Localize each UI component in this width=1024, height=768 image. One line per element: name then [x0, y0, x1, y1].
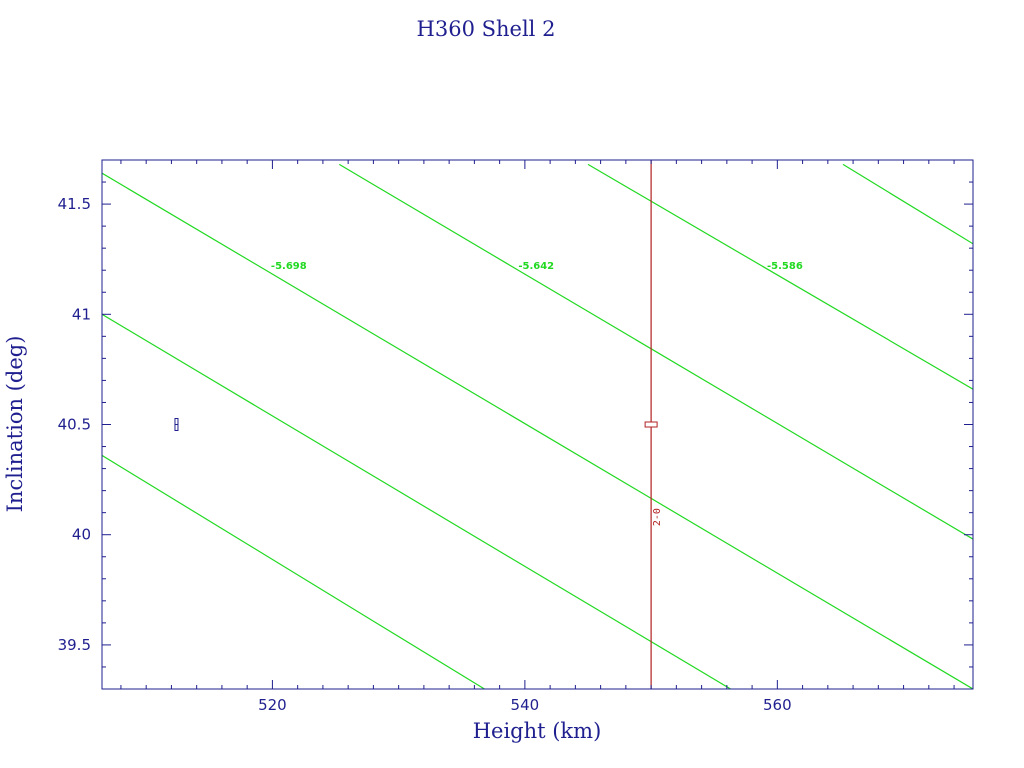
chart-title: H360 Shell 2: [417, 17, 556, 41]
y-tick-label: 40.5: [58, 416, 91, 434]
contour-label-3: -5.698: [271, 261, 307, 272]
markers: [174, 418, 658, 431]
y-tick-label: 41: [72, 305, 91, 323]
y-tick-label: 40: [72, 526, 91, 544]
marker-1: [644, 421, 658, 428]
y-tick-label: 39.5: [58, 636, 91, 654]
x-tick-label: 520: [258, 696, 287, 714]
x-axis-label: Height (km): [473, 719, 602, 743]
contour-label-4: -5.642: [518, 261, 554, 272]
plot-frame: [101, 159, 974, 690]
contour-line-2: [102, 313, 731, 689]
x-tick-label: 560: [763, 696, 792, 714]
y-axis-label: Inclination (deg): [3, 336, 27, 513]
axis-ticks: [102, 159, 973, 690]
y-tick-labels: 39.5 40 40.5 41 41.5: [58, 195, 91, 654]
contour-line-1: [102, 454, 485, 689]
x-tick-labels: 520 540 560: [258, 696, 792, 714]
contour-line-4: [338, 163, 973, 540]
contour-line-3: [102, 172, 973, 689]
contour-label-5: -5.586: [767, 261, 803, 272]
contour-lines: [102, 163, 973, 689]
x-tick-label: 540: [511, 696, 540, 714]
contour-line-5: [587, 163, 973, 390]
point-label: 2-0: [652, 508, 663, 526]
contour-line-6: [842, 163, 973, 245]
y-tick-label: 41.5: [58, 195, 91, 213]
